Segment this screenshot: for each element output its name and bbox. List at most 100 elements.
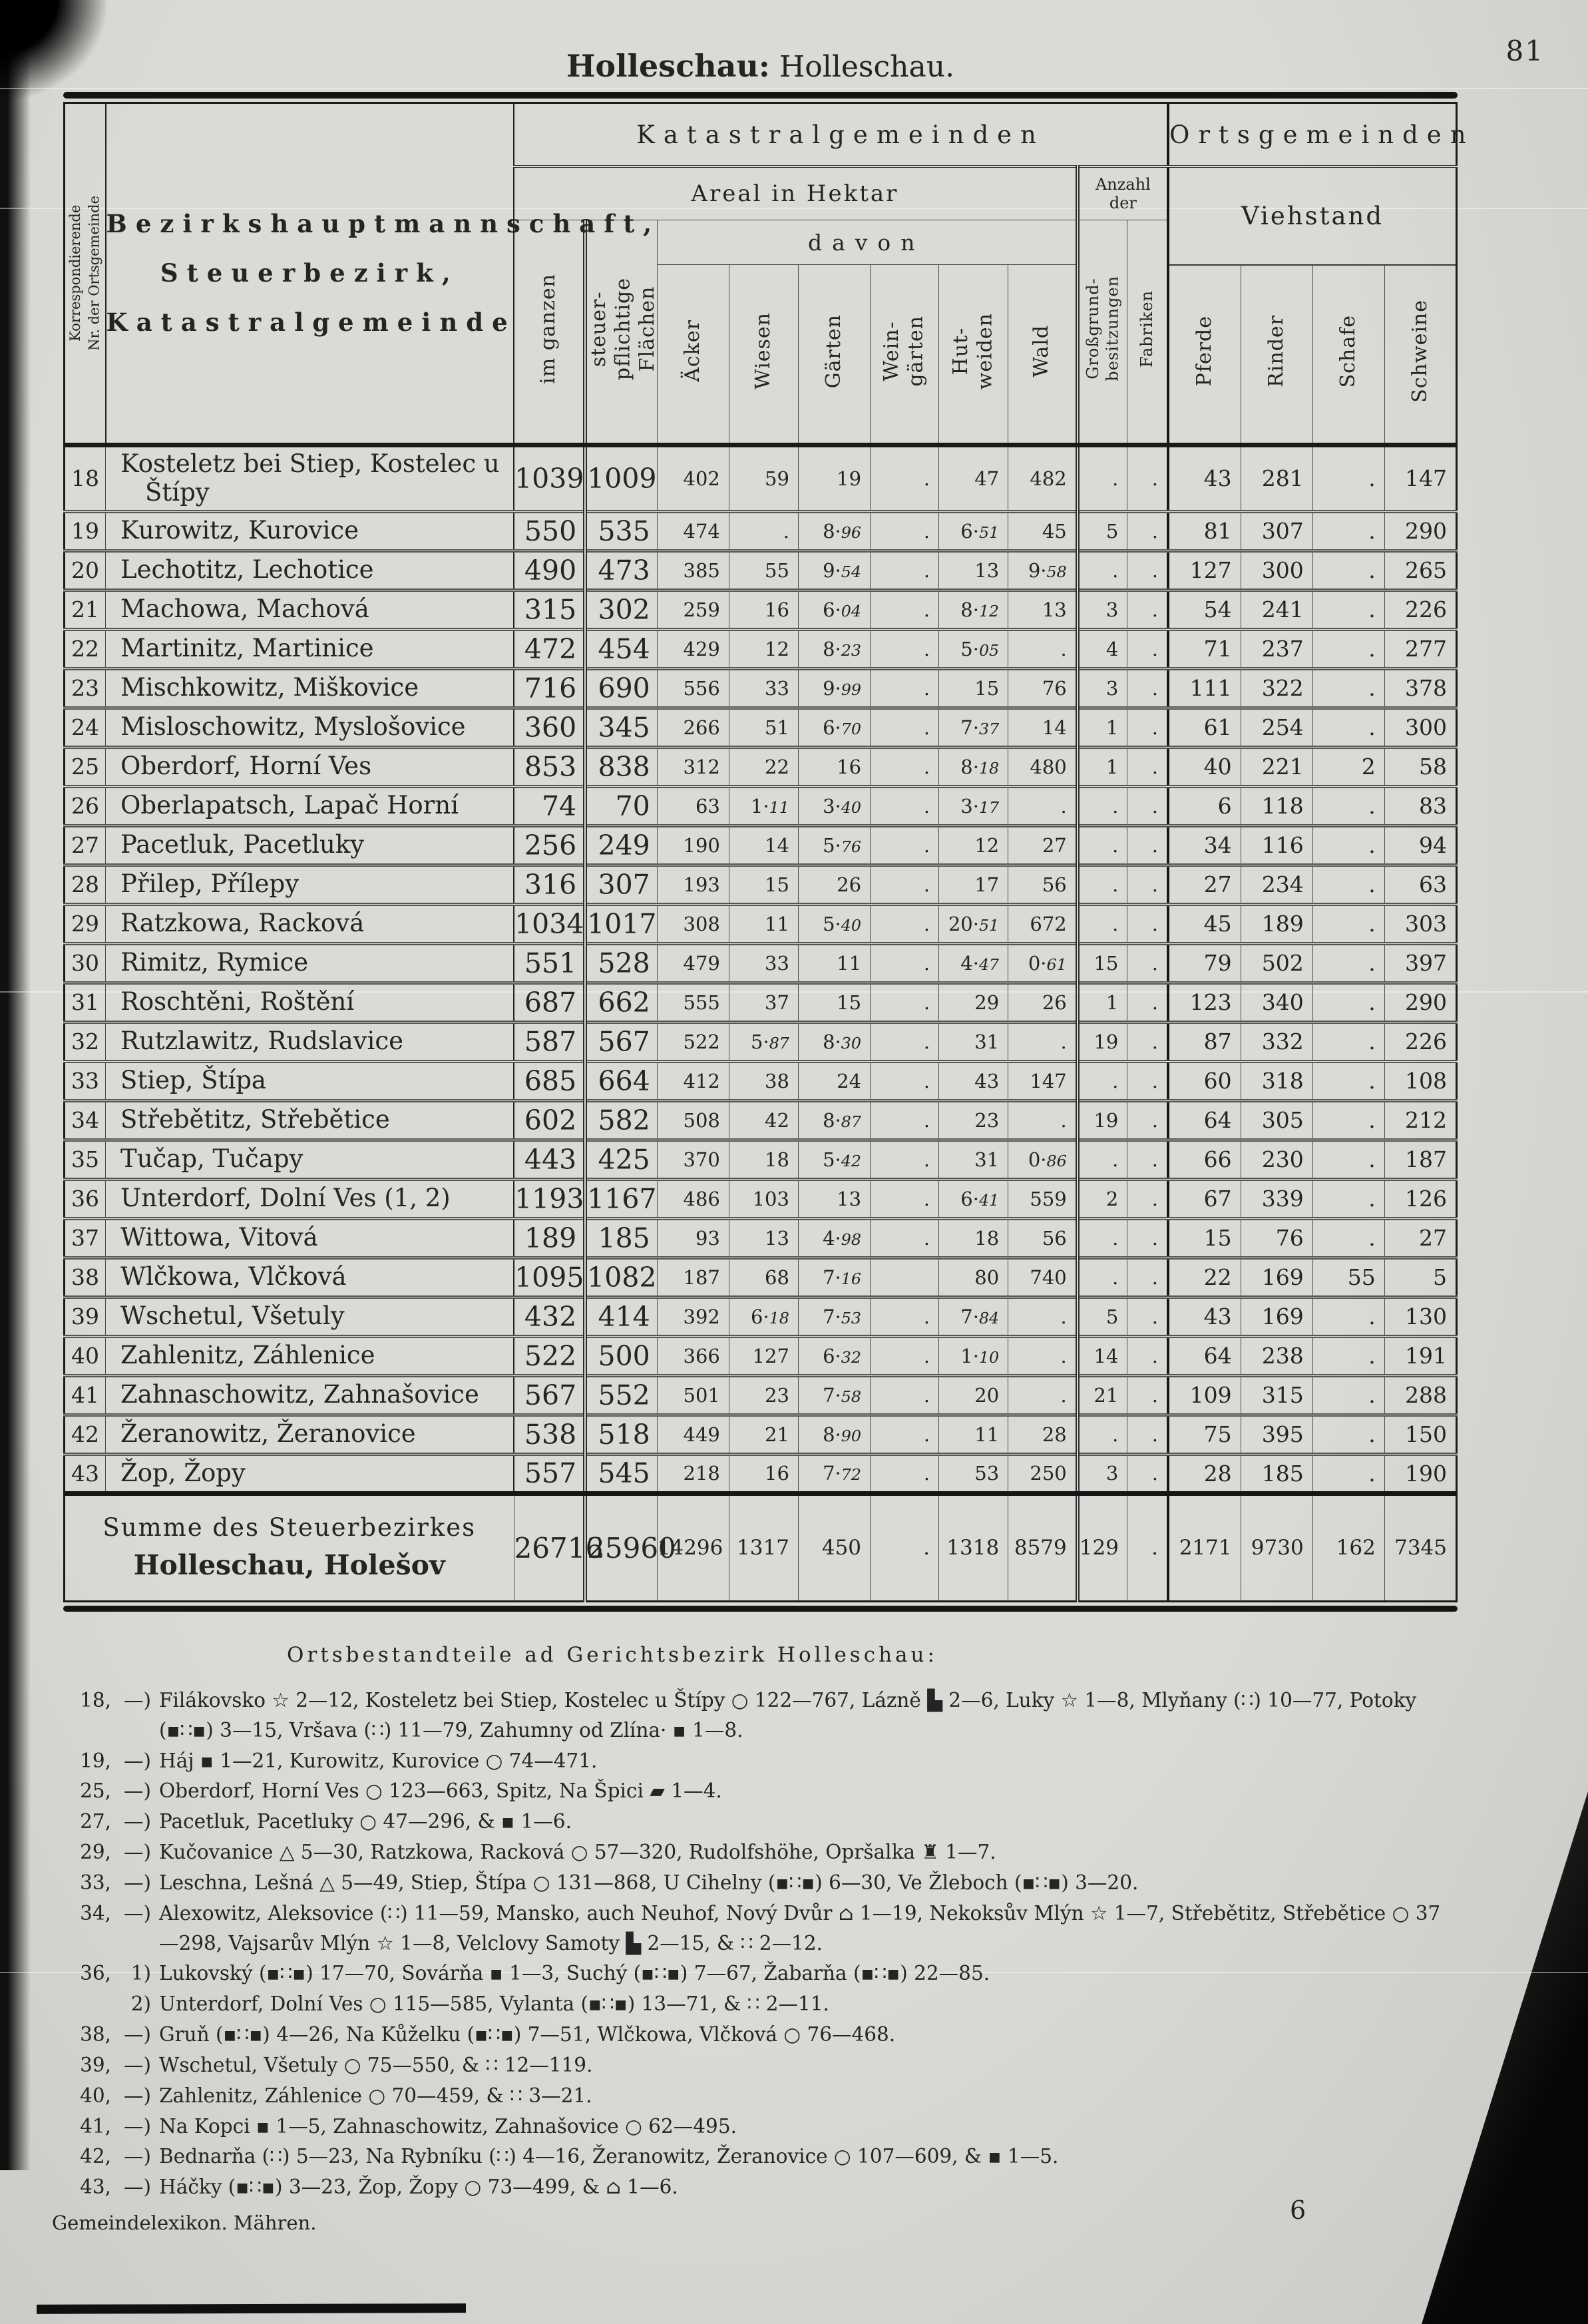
value-cell: . [1312, 864, 1385, 906]
wiesen-label: Wiesen [751, 312, 775, 390]
table-row: 43 Žop, Žopy 557 545 218 16 7·72. 53 250 3. 28 185.… [63, 1453, 1458, 1495]
footnote-text: Gruň (▪∷▪) 4—26, Na Kůželku (▪∷▪) 7—51, … [159, 2023, 896, 2046]
value-cell: 13 [1008, 589, 1080, 631]
value-cell: 6·04 [797, 589, 871, 631]
value-cell: 193 [656, 864, 729, 906]
value-cell: 20 [938, 1375, 1009, 1417]
value-cell: . [1127, 1021, 1170, 1063]
row-number: 43 [63, 1453, 106, 1495]
value-cell: 582 [584, 1100, 658, 1142]
value-cell: 230 [1240, 1139, 1313, 1181]
value-cell: . [870, 903, 940, 945]
value-cell: 7345 [1384, 1491, 1458, 1602]
value-cell: 2 [1312, 746, 1385, 788]
value-cell: . [870, 1178, 940, 1220]
value-cell: 1317 [728, 1491, 799, 1602]
col-header-steuerpflichtige: steuer- pflichtige Flächen [584, 220, 659, 445]
value-cell: 7·37 [938, 707, 1009, 749]
value-cell: 8579 [1008, 1491, 1080, 1602]
value-cell: 38 [728, 1060, 799, 1102]
footnote-text: Na Kopci ▪ 1—5, Zahnaschowitz, Zahnašovi… [159, 2114, 737, 2138]
value-cell: 80 [938, 1257, 1009, 1299]
value-cell: 226 [1384, 589, 1458, 631]
value-cell: . [1312, 786, 1385, 827]
footnote-number: 43, [80, 2176, 111, 2199]
value-cell: . [1127, 707, 1170, 749]
value-cell: 500 [584, 1335, 658, 1377]
value-cell: 366 [656, 1335, 729, 1377]
value-cell: . [1127, 825, 1170, 867]
value-cell: . [870, 668, 940, 710]
col-header-grossgrundbesitzungen: Großgrund- besitzungen [1077, 220, 1128, 445]
katastralgemeinde-name: Wittowa, Vitová [105, 1218, 515, 1260]
value-cell: 5·76 [797, 825, 871, 867]
table-row: 41 Zahnaschowitz, Zahnašovice 567 552 501 23 7… [63, 1375, 1458, 1417]
value-cell: 6 [1167, 786, 1241, 827]
value-cell: 26 [797, 864, 871, 906]
value-cell: 118 [1240, 786, 1313, 827]
row-number: 25 [63, 746, 106, 788]
wald-label: Wald [1030, 324, 1054, 377]
name-column-header: Bezirkshauptmannschaft, Steuerbezirk, Ka… [105, 103, 652, 445]
row-number: 26 [63, 786, 106, 827]
table-row: 32 Rutzlawitz, Rudslavice 587 567 522 5·87 8·3… [63, 1021, 1458, 1063]
value-cell: 19 [797, 444, 871, 513]
katastralgemeinde-name: Unterdorf, Dolní Ves (1, 2) [105, 1178, 515, 1220]
value-cell: . [870, 825, 940, 867]
value-cell: 672 [1008, 903, 1080, 945]
value-cell: . [870, 550, 940, 592]
value-cell: 8·90 [797, 1414, 871, 1456]
row-number: 19 [63, 511, 106, 553]
value-cell: 212 [1384, 1100, 1458, 1142]
value-cell [870, 1257, 940, 1299]
row-number: 41 [63, 1375, 106, 1417]
value-cell: 302 [584, 589, 658, 631]
areal-header: Areal in Hektar [513, 166, 1078, 220]
value-cell: 3·17 [938, 786, 1009, 827]
value-cell: 81 [1167, 511, 1241, 553]
value-cell: . [1312, 825, 1385, 867]
value-cell: 6·32 [797, 1335, 871, 1377]
value-cell: 482 [1008, 444, 1080, 513]
katastralgemeinde-name: Zahnaschowitz, Zahnašovice [105, 1375, 515, 1417]
value-cell: 111 [1167, 668, 1241, 710]
value-cell: 555 [656, 982, 729, 1024]
value-cell: 538 [513, 1414, 588, 1456]
value-cell: . [1127, 982, 1170, 1024]
footnote-text: Pacetluk, Pacetluky ○ 47—296, & ▪ 1—6. [159, 1810, 572, 1833]
value-cell: 432 [513, 1296, 588, 1338]
value-cell: 308 [656, 903, 729, 945]
katastralgemeinde-name: Rutzlawitz, Rudslavice [105, 1021, 515, 1063]
footnote-number: 40, [80, 2084, 111, 2107]
value-cell: 37 [728, 982, 799, 1024]
value-cell: 40 [1167, 746, 1241, 788]
value-cell: 1039 [513, 444, 588, 513]
value-cell: 15 [1167, 1218, 1241, 1260]
value-cell: 0·61 [1008, 943, 1080, 985]
footnote-number: 38, [80, 2023, 111, 2046]
value-cell: 27 [1384, 1218, 1458, 1260]
value-cell: 480 [1008, 746, 1080, 788]
value-cell: . [1312, 1453, 1385, 1495]
value-cell: 490 [513, 550, 588, 592]
footnote-mark: —) [123, 2053, 151, 2076]
value-cell: . [870, 511, 940, 553]
row-number: 42 [63, 1414, 106, 1456]
aecker-label: Äcker [681, 320, 705, 383]
table-row: 22 Martinitz, Martinice 472 454 429 12 8·23. 5·… [63, 628, 1458, 670]
value-cell: 22 [1167, 1257, 1241, 1299]
table-row: 42 Žeranowitz, Žeranovice 538 518 449 21 8·90.… [63, 1414, 1458, 1456]
katastralgemeinde-name: Misloschowitz, Myslošovice [105, 707, 515, 749]
value-cell: 685 [513, 1060, 588, 1102]
katastralgemeinde-name: Oberdorf, Horní Ves [105, 746, 515, 788]
value-cell: 221 [1240, 746, 1313, 788]
ortsgemeinden-group-header: Ortsgemeinden [1167, 103, 1466, 168]
value-cell: 15 [1077, 943, 1128, 985]
value-cell: 5 [1077, 511, 1128, 553]
value-cell: 587 [513, 1021, 588, 1063]
value-cell: 1 [1077, 982, 1128, 1024]
value-cell: 11 [797, 943, 871, 985]
value-cell: . [1312, 444, 1385, 513]
row-number: 35 [63, 1139, 106, 1181]
value-cell: 0·86 [1008, 1139, 1080, 1181]
